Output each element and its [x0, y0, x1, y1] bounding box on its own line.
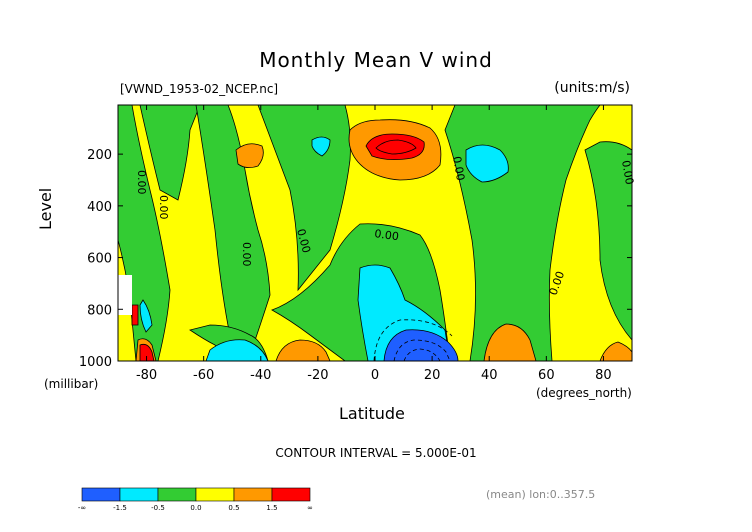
chart-title: Monthly Mean V wind: [259, 48, 493, 72]
x-axis-title: Latitude: [339, 404, 405, 423]
field-negative-strong: [383, 329, 459, 361]
field-negative-moderate: [311, 136, 331, 157]
field-negative-weak: [584, 141, 632, 341]
x-tick-label: -20: [307, 368, 328, 383]
contour-label: 0.00: [240, 242, 253, 267]
field-positive-moderate: [483, 323, 537, 361]
dataset-file-label: [VWND_1953-02_NCEP.nc]: [120, 82, 279, 96]
field-positive-strong: [139, 343, 155, 361]
field-negative-weak: [139, 105, 201, 201]
colorbar-tick-label: 0.0: [190, 504, 201, 512]
dashed-contour: [403, 348, 441, 361]
field-positive-moderate: [599, 341, 632, 361]
colorbar-tick-label: 1.5: [266, 504, 277, 512]
colorbar-tick-label: 0.5: [228, 504, 239, 512]
contour-label: 0.00: [450, 155, 467, 181]
colorbar-tick-label: -∞: [78, 504, 86, 512]
field-positive-moderate: [235, 143, 264, 168]
contour-label: 0.00: [374, 227, 400, 243]
field-positive-moderate: [275, 339, 331, 361]
x-tick-label: 60: [538, 368, 555, 383]
field-negative-moderate: [465, 144, 509, 183]
field-negative-moderate: [205, 339, 269, 361]
field-negative-weak: [195, 105, 271, 356]
colorbar-tick-label: -0.5: [151, 504, 165, 512]
y-axis-unit: (millibar): [44, 377, 99, 391]
contour-label: 0.00: [157, 195, 170, 220]
x-tick-label: 20: [424, 368, 441, 383]
y-tick-label: 400: [87, 200, 112, 215]
x-axis-unit: (degrees_north): [536, 386, 632, 400]
colorbar-swatch: [195, 487, 235, 502]
x-tick-label: -40: [250, 368, 271, 383]
solid-contour: [375, 139, 417, 155]
colorbar-swatch: [271, 487, 311, 502]
colorbar-swatch: [119, 487, 159, 502]
contour-interval-note: CONTOUR INTERVAL = 5.000E-01: [275, 446, 477, 460]
colorbar-tick-label: -1.5: [113, 504, 127, 512]
y-tick-label: 1000: [79, 355, 112, 370]
x-tick-label: 40: [481, 368, 498, 383]
contour-label: 0.00: [294, 227, 313, 254]
colorbar-swatch: [233, 487, 273, 502]
averaging-note: (mean) lon:0..357.5: [486, 488, 596, 501]
x-tick-label: -60: [193, 368, 214, 383]
y-tick-label: 600: [87, 252, 112, 267]
dashed-contour: [393, 339, 451, 361]
contour-label: 0.00: [135, 170, 148, 195]
x-tick-label: 80: [595, 368, 612, 383]
y-tick-label: 200: [87, 148, 112, 163]
y-tick-label: 800: [87, 303, 112, 318]
x-tick-label: 0: [371, 368, 379, 383]
dashed-contour: [373, 319, 453, 361]
field-negative-moderate: [139, 299, 153, 333]
field-positive-strong: [365, 133, 425, 160]
colorbar-swatch: [157, 487, 197, 502]
missing-data-area: [118, 275, 132, 315]
colorbar-tick-label: ∞: [307, 504, 313, 512]
units-label: (units:m/s): [554, 80, 630, 96]
colorbar-swatch: [81, 487, 121, 502]
x-tick-label: -80: [136, 368, 157, 383]
field-positive-strong: [131, 304, 139, 326]
